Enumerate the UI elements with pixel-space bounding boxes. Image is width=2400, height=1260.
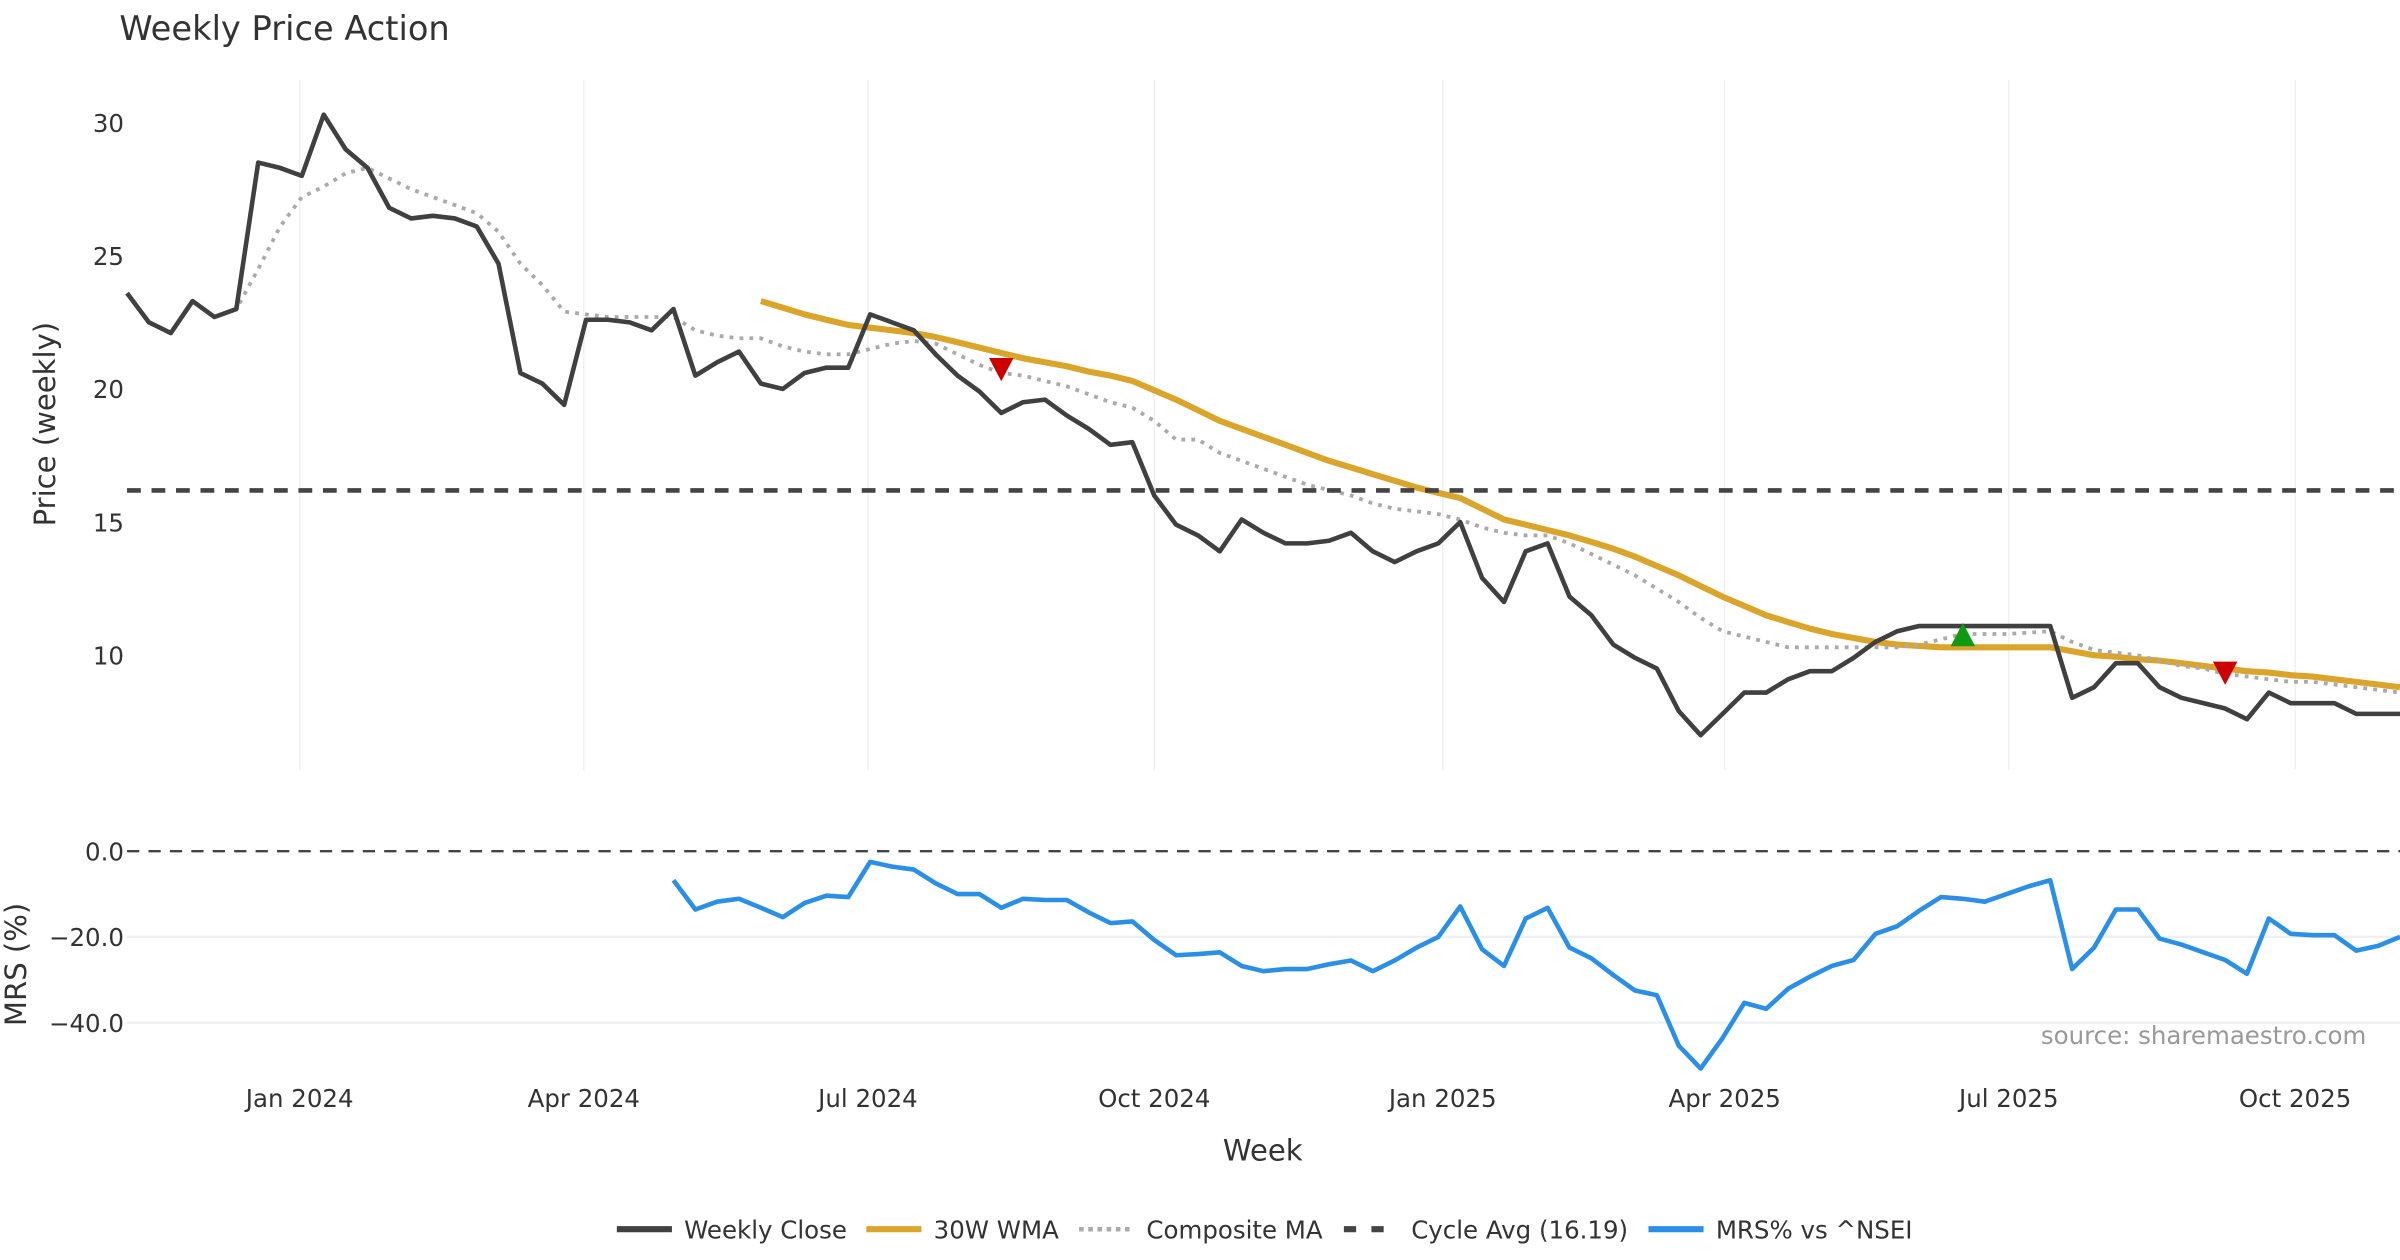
price-y-axis-label: Price (weekly) [28, 322, 62, 527]
legend-label: Weekly Close [684, 1215, 847, 1244]
x-tick-label: Jan 2024 [244, 1084, 354, 1113]
chart-title: Weekly Price Action [119, 9, 449, 48]
x-tick-label: Oct 2024 [1098, 1084, 1210, 1113]
gridlines [127, 79, 2400, 1024]
price-y-tick-label: 25 [93, 242, 124, 271]
x-axis-label: Week [1223, 1133, 1303, 1167]
series-composite-ma [213, 165, 2400, 695]
price-series [125, 112, 2400, 738]
signal-markers [989, 358, 2238, 685]
mrs-y-tick-label: −40.0 [49, 1009, 124, 1038]
x-tick-label: Oct 2025 [2239, 1084, 2351, 1113]
price-y-tick-label: 20 [93, 375, 124, 404]
x-tick-label: Apr 2025 [1668, 1084, 1780, 1113]
legend-label: MRS% vs ^NSEI [1716, 1215, 1913, 1244]
price-y-tick-label: 15 [93, 508, 124, 537]
buy-signal-marker [1950, 622, 1976, 647]
source-annotation: source: sharemaestro.com [2041, 1021, 2366, 1050]
price-y-tick-label: 10 [93, 641, 124, 670]
mrs-panel: 0.0 −20.0 −40.0 [49, 837, 2400, 1071]
legend: Weekly Close 30W WMA Composite MA Cycle Avg… [616, 1215, 1913, 1244]
legend-label: Cycle Avg (16.19) [1411, 1215, 1628, 1244]
legend-label: Composite MA [1146, 1215, 1322, 1244]
mrs-y-axis-label: MRS (%) [0, 903, 33, 1026]
x-tick-label: Jul 2025 [1957, 1084, 2059, 1113]
price-y-tick-label: 30 [93, 109, 124, 138]
mrs-y-tick-label: −20.0 [49, 923, 124, 952]
sell-signal-marker [2212, 661, 2238, 685]
series-weekly-close [125, 112, 2400, 738]
x-tick-label: Apr 2024 [528, 1084, 640, 1113]
x-tick-label: Jan 2025 [1387, 1084, 1497, 1113]
price-y-ticks: 10 15 20 25 30 [93, 109, 124, 671]
sell-signal-marker [989, 358, 1014, 382]
x-ticks: Jan 2024 Apr 2024 Jul 2024 Oct 2024 Jan 2025… [244, 1084, 2351, 1113]
legend-label: 30W WMA [934, 1215, 1059, 1244]
mrs-y-tick-label: 0.0 [85, 837, 124, 866]
series-30w-wma [759, 298, 2400, 691]
series-mrs-vs-nsei [671, 859, 2400, 1071]
x-tick-label: Jul 2024 [816, 1084, 918, 1113]
